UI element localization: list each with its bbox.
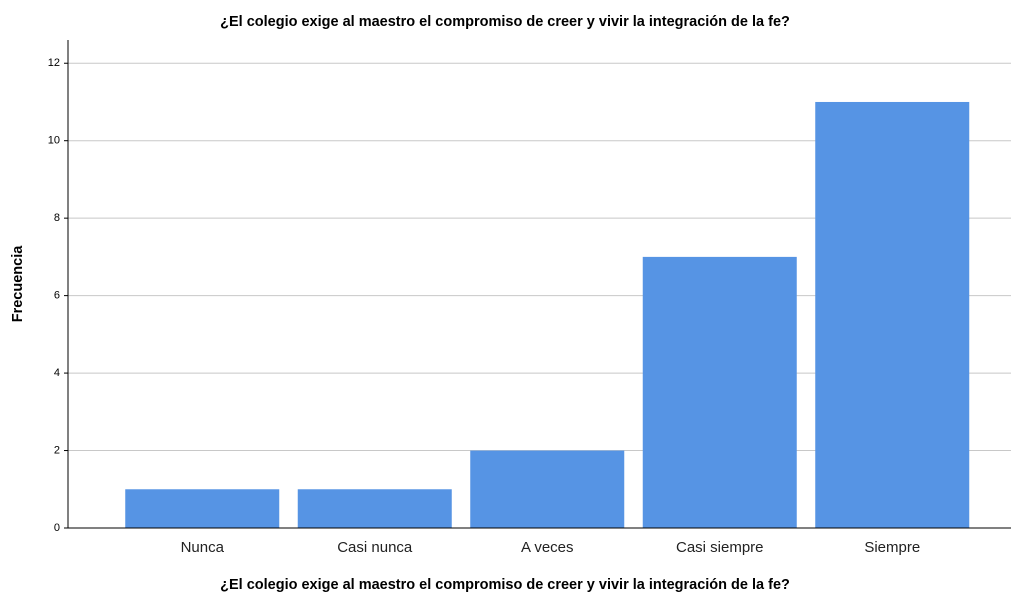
x-axis-label: ¿El colegio exige al maestro el compromi… bbox=[220, 577, 790, 593]
y-axis-label: Frecuencia bbox=[10, 245, 26, 322]
y-tick-label: 12 bbox=[48, 57, 60, 69]
bar bbox=[470, 450, 625, 528]
chart-title: ¿El colegio exige al maestro el compromi… bbox=[220, 14, 790, 30]
x-tick-label: Siempre bbox=[864, 539, 920, 556]
y-tick-label: 8 bbox=[54, 212, 60, 224]
x-tick-label: Casi nunca bbox=[337, 539, 413, 556]
x-tick-label: Casi siempre bbox=[676, 539, 764, 556]
y-tick-label: 4 bbox=[54, 367, 60, 379]
y-tick-label: 10 bbox=[48, 135, 60, 147]
x-tick-label: A veces bbox=[521, 539, 574, 556]
x-tick-label: Nunca bbox=[181, 539, 225, 556]
bar bbox=[815, 101, 970, 528]
y-tick-label: 0 bbox=[54, 522, 60, 534]
y-tick-label: 6 bbox=[54, 290, 60, 302]
y-tick-label: 2 bbox=[54, 444, 60, 456]
bar bbox=[642, 256, 797, 528]
bar bbox=[125, 489, 280, 528]
bar bbox=[297, 489, 452, 528]
